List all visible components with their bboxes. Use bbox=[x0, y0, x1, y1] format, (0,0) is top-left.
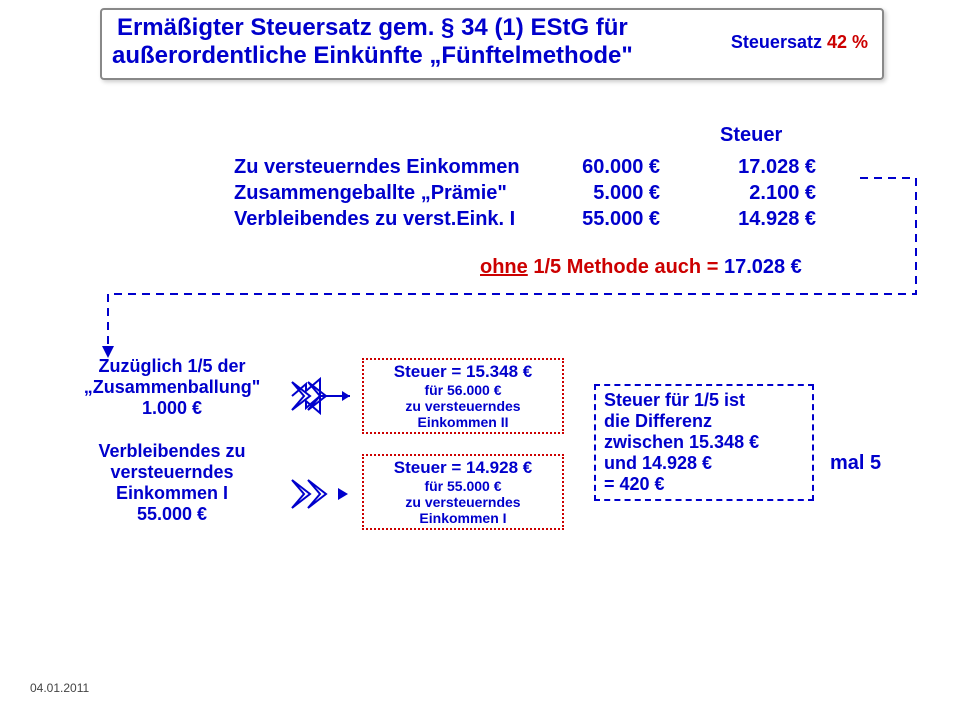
box-diff: Steuer für 1/5 ist die Differenz zwische… bbox=[594, 384, 814, 501]
title-box: Ermäßigter Steuersatz gem. § 34 (1) EStG… bbox=[100, 8, 884, 80]
row-0-tax: 17.028 € bbox=[716, 156, 816, 179]
row-1-tax: 2.100 € bbox=[716, 182, 816, 205]
ohne-underline: ohne bbox=[480, 256, 528, 278]
ohne-line: ohne 1/5 Methode auch = 17.028 € bbox=[480, 256, 802, 279]
ll-line-7: 55.000 € bbox=[72, 504, 272, 525]
box-bottom-sub2: zu versteuerndes bbox=[368, 494, 558, 510]
mal5-label: mal 5 bbox=[830, 452, 881, 475]
box-diff-l2: die Differenz bbox=[604, 411, 804, 432]
box-bottom-hdr: Steuer = 14.928 € bbox=[368, 458, 558, 478]
lower-left-block: Zuzüglich 1/5 der „Zusammenballung" 1.00… bbox=[72, 356, 272, 525]
box-diff-l5: = 420 € bbox=[604, 474, 804, 495]
title-rate: Steuersatz 42 % bbox=[731, 32, 868, 53]
zigzag-arrow-top bbox=[290, 376, 350, 416]
box-diff-l3: zwischen 15.348 € bbox=[604, 432, 804, 453]
ll-line-3: 1.000 € bbox=[72, 398, 272, 419]
steuer-header: Steuer bbox=[720, 124, 782, 147]
box-top-sub2: zu versteuerndes bbox=[368, 398, 558, 414]
ohne-mid: 1/5 Methode auch = bbox=[528, 256, 724, 278]
ll-line-2: „Zusammenballung" bbox=[72, 377, 272, 398]
box-steuer-bottom: Steuer = 14.928 € für 55.000 € zu verste… bbox=[362, 454, 564, 530]
title-text: Ermäßigter Steuersatz gem. § 34 (1) EStG… bbox=[112, 14, 633, 70]
box-diff-l4: und 14.928 € bbox=[604, 453, 804, 474]
title-line-2: außerordentliche Einkünfte „Fünftelmetho… bbox=[112, 42, 633, 69]
row-2-amount: 55.000 € bbox=[550, 208, 660, 231]
row-1-amount: 5.000 € bbox=[550, 182, 660, 205]
box-bottom-sub1: für 55.000 € bbox=[368, 478, 558, 494]
title-rate-pct: 42 % bbox=[827, 32, 868, 52]
title-rate-prefix: Steuersatz bbox=[731, 32, 827, 52]
box-top-sub3: Einkommen II bbox=[368, 414, 558, 430]
box-steuer-top: Steuer = 15.348 € für 56.000 € zu verste… bbox=[362, 358, 564, 434]
ll-line-6: Einkommen I bbox=[72, 483, 272, 504]
ll-line-4: Verbleibendes zu bbox=[72, 441, 272, 462]
box-top-sub1: für 56.000 € bbox=[368, 382, 558, 398]
ll-line-5: versteuerndes bbox=[72, 462, 272, 483]
box-top-hdr: Steuer = 15.348 € bbox=[368, 362, 558, 382]
box-diff-l1: Steuer für 1/5 ist bbox=[604, 390, 804, 411]
row-2-label: Verbleibendes zu verst.Eink. I bbox=[234, 208, 544, 231]
row-0-amount: 60.000 € bbox=[550, 156, 660, 179]
slide-date: 04.01.2011 bbox=[30, 681, 89, 695]
zigzag-arrow-bottom bbox=[290, 474, 350, 514]
title-line-1: Ermäßigter Steuersatz gem. § 34 (1) EStG… bbox=[117, 14, 628, 41]
row-1-label: Zusammengeballte „Prämie" bbox=[234, 182, 544, 205]
box-bottom-sub3: Einkommen I bbox=[368, 510, 558, 526]
ohne-amt: 17.028 € bbox=[724, 256, 802, 278]
ll-line-1: Zuzüglich 1/5 der bbox=[72, 356, 272, 377]
row-2-tax: 14.928 € bbox=[716, 208, 816, 231]
row-0-label: Zu versteuerndes Einkommen bbox=[234, 156, 544, 179]
